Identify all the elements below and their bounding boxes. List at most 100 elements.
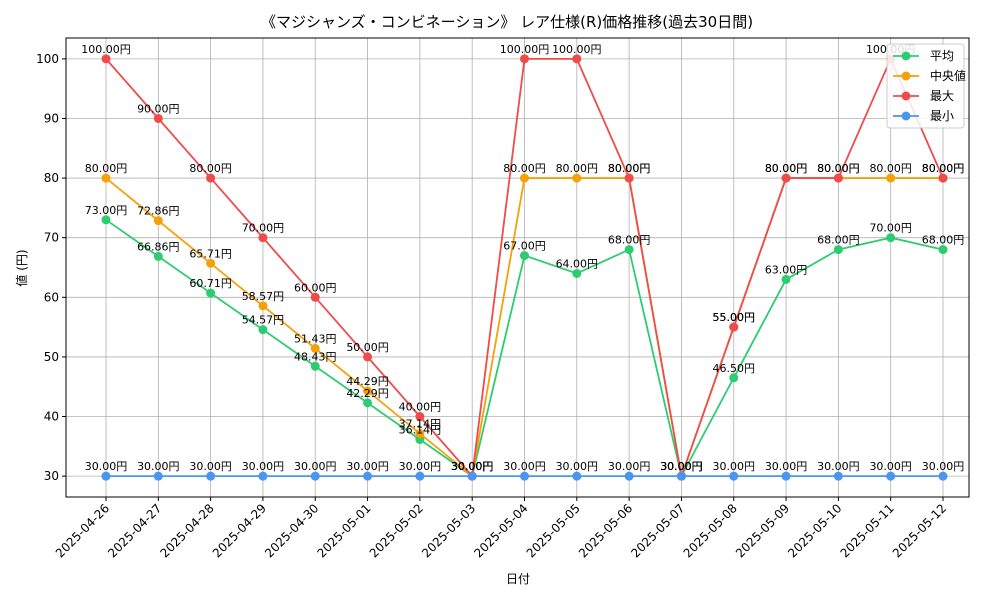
data-label: 36.14円 [399, 424, 442, 437]
legend-entry: 最大 [893, 89, 954, 103]
data-point [833, 173, 843, 183]
data-label: 46.50円 [713, 362, 756, 375]
x-tick-label: 2025-05-02 [367, 501, 426, 560]
data-point [206, 288, 216, 298]
data-labels: 73.00円 66.86円 60.71円 54.57円 48.43円 42.29円 36.1… [81, 43, 964, 473]
data-point [833, 245, 843, 255]
data-label: 80.00円 [189, 162, 232, 175]
x-tick-label: 2025-05-09 [733, 501, 792, 560]
x-tick-label: 2025-05-08 [681, 501, 740, 560]
data-label: 72.86円 [137, 205, 180, 218]
data-label: 60.71円 [189, 277, 232, 290]
data-label: 30.00円 [451, 460, 494, 473]
y-tick-label: 80 [44, 171, 59, 185]
data-point [781, 173, 791, 183]
data-point [520, 54, 529, 64]
data-point [153, 471, 163, 481]
data-label: 80.00円 [608, 162, 651, 175]
data-point [729, 322, 739, 332]
data-point [624, 173, 634, 183]
data-label: 30.00円 [294, 460, 337, 473]
data-label: 80.00円 [765, 162, 808, 175]
data-label: 55.00円 [713, 311, 756, 324]
data-label: 100.00円 [552, 43, 602, 56]
data-point [833, 471, 843, 481]
data-point [467, 471, 477, 481]
data-label: 64.00円 [556, 257, 599, 270]
data-label: 68.00円 [608, 234, 651, 247]
data-label: 30.00円 [399, 460, 442, 473]
x-tick-label: 2025-05-11 [838, 501, 897, 560]
data-label: 66.86円 [137, 240, 180, 253]
y-tick-label: 90 [44, 111, 59, 125]
x-tick-label: 2025-05-03 [419, 501, 478, 560]
data-point [520, 251, 529, 261]
data-label: 100.00円 [500, 43, 550, 56]
data-point [520, 173, 529, 183]
data-label: 42.29円 [346, 387, 389, 400]
data-point [258, 301, 268, 311]
legend-entry: 最小 [893, 109, 954, 123]
data-label: 40.00円 [399, 401, 442, 414]
y-tick-label: 50 [44, 350, 59, 364]
data-label: 58.57円 [242, 290, 285, 303]
y-tick-label: 100 [36, 52, 59, 66]
x-tick-label: 2025-05-06 [576, 501, 635, 560]
grid-lines [66, 38, 969, 497]
chart-title: 《マジシャンズ・コンビネーション》 レア仕様(R)価格推移(過去30日間) [261, 13, 753, 31]
data-point [153, 251, 163, 261]
data-point [886, 471, 896, 481]
x-tick-label: 2025-04-30 [262, 501, 321, 560]
y-tick-label: 30 [44, 469, 59, 483]
x-tick-label: 2025-05-12 [890, 501, 949, 560]
data-label: 68.00円 [922, 234, 965, 247]
data-label: 80.00円 [922, 162, 965, 175]
data-point [258, 471, 268, 481]
data-label: 30.00円 [660, 460, 703, 473]
data-point [415, 471, 425, 481]
x-axis-label: 日付 [506, 572, 530, 586]
data-point [624, 245, 634, 255]
data-label: 30.00円 [765, 460, 808, 473]
data-point [153, 113, 163, 123]
data-label: 67.00円 [503, 240, 546, 253]
data-point [153, 216, 163, 226]
legend-entry: 平均 [893, 49, 954, 63]
data-label: 44.29円 [346, 375, 389, 388]
data-label: 70.00円 [242, 222, 285, 235]
data-label: 63.00円 [765, 263, 808, 276]
data-point [363, 352, 373, 362]
legend-marker [901, 91, 911, 101]
legend-entry: 中央値 [893, 68, 966, 83]
x-tick-label: 2025-05-04 [471, 501, 530, 560]
data-point [781, 471, 791, 481]
x-tick-label: 2025-05-07 [628, 501, 687, 560]
data-point [101, 54, 111, 64]
data-label: 30.00円 [660, 460, 703, 473]
data-label: 80.00円 [817, 162, 860, 175]
data-point [310, 361, 320, 371]
data-point [938, 245, 948, 255]
data-label: 30.00円 [85, 460, 128, 473]
x-tick-label: 2025-04-27 [105, 501, 164, 560]
data-point [729, 471, 739, 481]
data-label: 37.14円 [399, 418, 442, 431]
y-tick-label: 40 [44, 410, 59, 424]
data-label: 80.00円 [503, 162, 546, 175]
data-point [363, 398, 373, 408]
y-axis-label: 値 (円) [14, 249, 29, 286]
data-label: 54.57円 [242, 314, 285, 327]
data-point [520, 471, 529, 481]
legend-label: 最大 [930, 89, 954, 103]
data-label: 30.00円 [189, 460, 232, 473]
data-label: 70.00円 [869, 222, 912, 235]
data-label: 60.00円 [294, 281, 337, 294]
data-point [886, 233, 896, 243]
data-point [310, 292, 320, 302]
x-tick-label: 2025-04-26 [53, 501, 112, 560]
series-4 [101, 471, 948, 481]
legend-label: 最小 [930, 109, 954, 123]
data-point [729, 373, 739, 383]
